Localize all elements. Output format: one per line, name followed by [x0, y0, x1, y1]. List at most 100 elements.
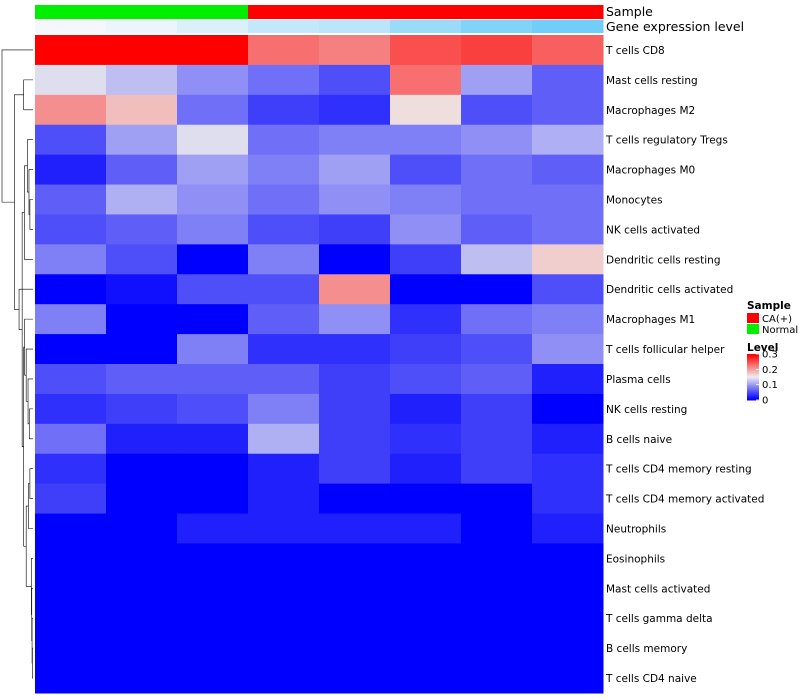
- level-legend-gradient-step: [747, 383, 759, 386]
- heatmap-cell: [461, 633, 533, 664]
- heatmap-cell: [390, 274, 462, 305]
- level-legend-gradient-step: [747, 355, 759, 357]
- heatmap-cell: [461, 184, 533, 215]
- heatmap-cell: [106, 124, 178, 156]
- dendrogram-branch: [28, 483, 33, 529]
- level-legend-gradient-step: [747, 363, 759, 365]
- dendrogram-branch: [28, 408, 33, 440]
- heatmap-cell: [319, 513, 391, 544]
- heatmap-cell: [248, 393, 320, 425]
- heatmap-cell: [106, 633, 178, 664]
- heatmap-cell: [390, 334, 462, 365]
- level-legend-gradient-step: [747, 374, 759, 377]
- heatmap-cell: [461, 543, 533, 574]
- heatmap-cell: [461, 453, 533, 485]
- heatmap-cell: [248, 274, 320, 305]
- dendrogram-branch: [27, 139, 33, 193]
- heatmap-cell: [35, 154, 107, 186]
- heatmap-cell: [319, 633, 391, 664]
- dendrogram-branch: [29, 468, 33, 499]
- heatmap-cell: [106, 603, 178, 634]
- heatmap-cell: [106, 184, 178, 215]
- heatmap-cell: [390, 154, 462, 186]
- heatmap-cell: [532, 364, 604, 395]
- heatmap-cell: [248, 35, 320, 66]
- heatmap-cell: [319, 274, 391, 305]
- heatmap-cell: [532, 64, 604, 96]
- dendrogram-branch: [25, 505, 32, 587]
- level-legend-gradient-step: [747, 378, 759, 380]
- level-legend-gradient-step: [747, 388, 759, 391]
- row-label: T cells CD4 memory resting: [605, 464, 752, 476]
- heatmap-cell: [248, 543, 320, 574]
- heatmap-cell: [106, 663, 178, 694]
- heatmap-cell: [35, 573, 107, 604]
- dendrogram-branch: [23, 346, 27, 547]
- row-label: Macrophages M1: [606, 314, 695, 326]
- sample-annotation-label: Sample: [606, 4, 653, 19]
- heatmap-cell: [461, 274, 533, 305]
- row-label: T cells CD8: [605, 45, 665, 57]
- heatmap-cell: [390, 453, 462, 485]
- heatmap-cell: [390, 603, 462, 634]
- heatmap-cell: [248, 64, 320, 96]
- heatmap-cell: [248, 513, 320, 544]
- heatmap-cell: [35, 603, 107, 634]
- heatmap-cell: [248, 453, 320, 485]
- row-label: Macrophages M0: [606, 165, 695, 177]
- row-label: Mast cells resting: [606, 75, 698, 87]
- sample-legend-label: Normal: [762, 325, 798, 336]
- level-annotation-cell: [532, 20, 604, 33]
- heatmap-cell: [319, 35, 391, 66]
- heatmap-cell: [248, 334, 320, 365]
- sample-annotation-cell: [248, 5, 320, 19]
- level-legend-tick-label: 0: [762, 396, 768, 407]
- level-legend-gradient-step: [747, 386, 759, 388]
- heatmap-cell: [319, 603, 391, 634]
- heatmap-cell: [35, 663, 107, 694]
- heatmap-cell: [390, 483, 462, 515]
- sample-legend-swatch: [747, 313, 759, 323]
- heatmap-cell: [177, 543, 249, 574]
- heatmap-cell: [106, 35, 178, 66]
- heatmap-cell: [390, 633, 462, 664]
- level-legend-gradient-step: [747, 390, 759, 393]
- heatmap-cell: [248, 154, 320, 186]
- sample-annotation-cell: [461, 5, 533, 19]
- dendrogram-branch: [1, 49, 33, 203]
- row-label: Neutrophils: [606, 524, 666, 536]
- heatmap-cell: [461, 64, 533, 96]
- sample-legend-swatch: [747, 324, 759, 334]
- level-legend-gradient-step: [747, 391, 759, 394]
- sample-annotation-cell: [319, 5, 391, 19]
- level-legend-gradient-step: [747, 398, 759, 401]
- heatmap-cell: [177, 304, 249, 335]
- level-legend-gradient-step: [747, 370, 759, 372]
- level-annotation-cell: [35, 20, 107, 33]
- heatmap-cell: [532, 214, 604, 245]
- heatmap-cell: [248, 304, 320, 335]
- heatmap-cell: [319, 393, 391, 425]
- heatmap-cell: [248, 124, 320, 156]
- level-annotation-cell: [461, 20, 533, 33]
- heatmap-cell: [532, 35, 604, 66]
- heatmap-cell: [106, 364, 178, 395]
- heatmap-cell: [248, 184, 320, 215]
- heatmap-cell: [106, 244, 178, 275]
- level-legend-gradient-step: [747, 365, 759, 368]
- heatmap-cell: [35, 274, 107, 305]
- heatmap-cell: [35, 94, 107, 126]
- heatmap-cell: [461, 663, 533, 694]
- row-label: T cells regulatory Tregs: [605, 135, 728, 147]
- heatmap-cell: [390, 423, 462, 455]
- sample-annotation-cell: [106, 5, 178, 19]
- heatmap-cell: [177, 334, 249, 365]
- heatmap-cell: [461, 393, 533, 425]
- row-label: T cells CD4 memory activated: [605, 494, 764, 506]
- heatmap-cell: [390, 304, 462, 335]
- heatmap-cell: [177, 513, 249, 544]
- heatmap-cell: [390, 184, 462, 215]
- heatmap-cell: [532, 513, 604, 544]
- heatmap-cell: [177, 35, 249, 66]
- heatmap-cell: [177, 663, 249, 694]
